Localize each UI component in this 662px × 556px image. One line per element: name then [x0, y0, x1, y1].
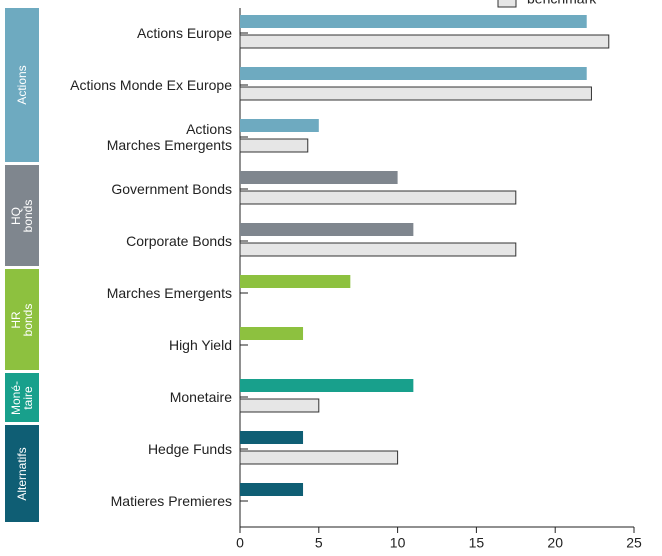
legend-label: benchmark [527, 0, 597, 7]
bar [239, 34, 610, 49]
group-band: HQ bonds [5, 165, 39, 266]
bar [240, 327, 304, 340]
bar [240, 171, 398, 184]
group-label: Alternatifs [15, 446, 29, 501]
group-band: Actions [5, 8, 39, 162]
bar [240, 119, 319, 132]
category-label: Actions Marches Emergents [106, 121, 232, 153]
group-label: Actions [15, 65, 29, 105]
bar [240, 483, 304, 496]
bar [240, 15, 587, 28]
category-label: Matieres Premieres [110, 493, 232, 509]
category-label: Hedge Funds [147, 441, 232, 457]
x-tick-label: 15 [469, 535, 485, 551]
bar [239, 190, 517, 205]
group-label: HQ bonds [9, 199, 35, 232]
x-tick-label: 10 [390, 535, 406, 551]
category-label: Actions Monde Ex Europe [70, 77, 232, 93]
x-tick-label: 20 [547, 535, 563, 551]
bar [240, 275, 351, 288]
category-label: Monetaire [169, 389, 232, 405]
group-label: Moné- taire [9, 380, 35, 415]
x-tick-label: 5 [315, 535, 323, 551]
bar [239, 450, 399, 465]
category-label: Government Bonds [111, 181, 232, 197]
category-label: High Yield [168, 337, 232, 353]
bar [240, 223, 414, 236]
bar [239, 242, 517, 257]
bar [240, 67, 587, 80]
bar [239, 398, 320, 413]
bar [240, 431, 304, 444]
bar [240, 379, 414, 392]
x-tick-label: 0 [236, 535, 244, 551]
x-tick-label: 25 [626, 535, 642, 551]
group-band: Alternatifs [5, 425, 39, 522]
bar [239, 86, 592, 101]
group-band: Moné- taire [5, 373, 39, 422]
group-label: HR bonds [9, 303, 35, 336]
category-label: Corporate Bonds [126, 233, 232, 249]
category-label: Marches Emergents [106, 285, 232, 301]
legend-swatch [497, 0, 517, 8]
category-label: Actions Europe [137, 25, 232, 41]
bar [239, 138, 309, 153]
group-band: HR bonds [5, 269, 39, 370]
